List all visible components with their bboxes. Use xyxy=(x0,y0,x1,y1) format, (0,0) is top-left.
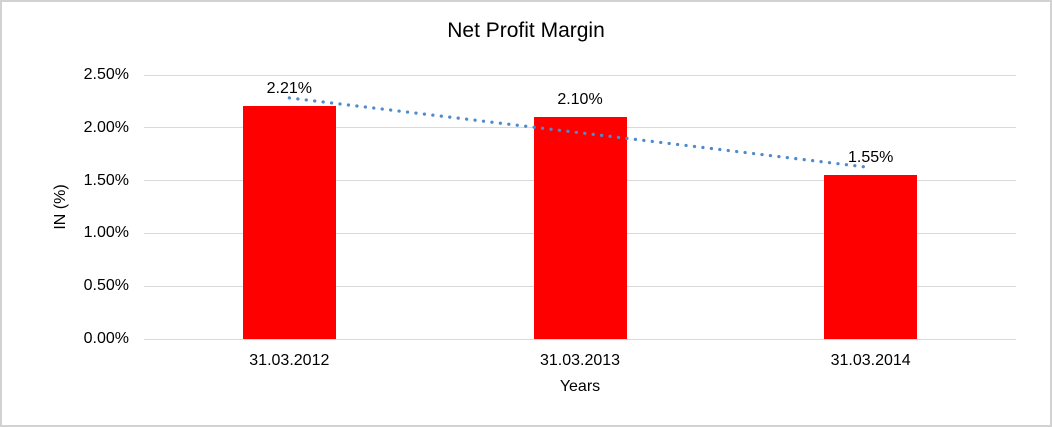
data-label: 1.55% xyxy=(847,149,894,167)
data-label: 2.10% xyxy=(557,91,603,109)
bar xyxy=(533,117,627,339)
bar xyxy=(824,175,918,339)
x-tick-label: 31.03.2013 xyxy=(539,352,621,369)
x-tick-label: 31.03.2014 xyxy=(830,352,911,369)
data-label: 2.21% xyxy=(266,79,313,97)
gridline xyxy=(144,338,1016,340)
y-tick-label: 0.00% xyxy=(83,330,129,347)
x-axis-title: Years xyxy=(559,378,601,395)
y-tick-label: 2.50% xyxy=(83,66,129,83)
chart-title: Net Profit Margin xyxy=(447,19,605,42)
y-tick-label: 1.50% xyxy=(83,171,129,189)
x-tick-label: 31.03.2012 xyxy=(249,352,330,369)
y-tick-label: 1.00% xyxy=(83,224,129,242)
y-axis-title: IN (%) xyxy=(52,184,69,230)
y-tick-label: 2.00% xyxy=(83,118,129,136)
gridline xyxy=(144,74,1016,76)
bar xyxy=(242,105,336,339)
y-tick-label: 0.50% xyxy=(83,277,129,295)
